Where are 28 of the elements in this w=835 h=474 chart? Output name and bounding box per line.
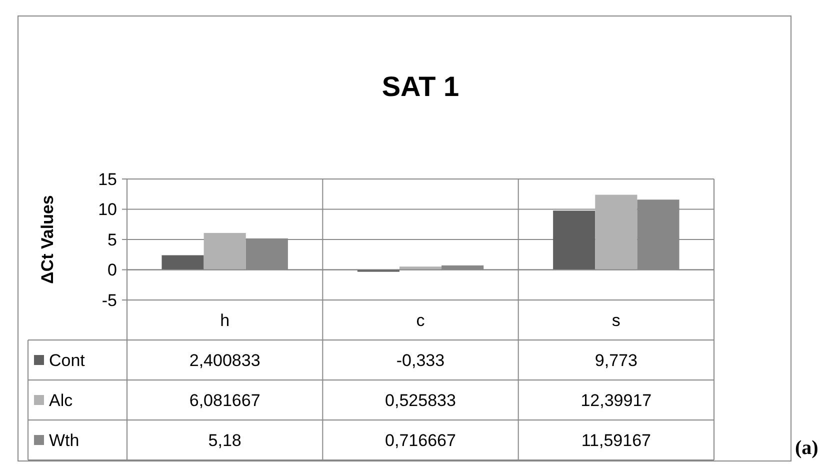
y-axis-title: ΔCt Values (38, 195, 57, 284)
y-tick-label: 0 (108, 260, 117, 280)
legend-label: Cont (49, 350, 86, 370)
bar (204, 232, 246, 270)
data-label: 9,773 (594, 350, 638, 370)
x-tick-label: c (416, 310, 426, 330)
data-label: 11,59167 (581, 430, 651, 450)
legend-label: Wth (49, 430, 80, 450)
data-label: 12,39917 (580, 390, 652, 410)
data-label: 0,716667 (385, 430, 456, 450)
data-label: 5,18 (208, 430, 242, 450)
chart-title: SAT 1 (382, 71, 460, 102)
data-label: 6,081667 (189, 390, 260, 410)
y-tick-label: 15 (98, 170, 117, 189)
bar (399, 266, 442, 270)
text: (a) (795, 437, 818, 459)
bar (553, 210, 596, 270)
x-tick-label: h (220, 310, 230, 330)
data-label: 0,525833 (385, 390, 456, 410)
y-tick-label: 10 (98, 200, 117, 220)
bar (595, 194, 638, 270)
data-label: -0,333 (396, 350, 445, 370)
data-label: 2,400833 (189, 350, 260, 370)
y-tick-label: -5 (102, 290, 117, 310)
bar (162, 255, 204, 270)
y-tick-label: 5 (108, 230, 117, 250)
x-tick-label: s (612, 310, 620, 330)
legend-label: Alc (49, 390, 74, 410)
